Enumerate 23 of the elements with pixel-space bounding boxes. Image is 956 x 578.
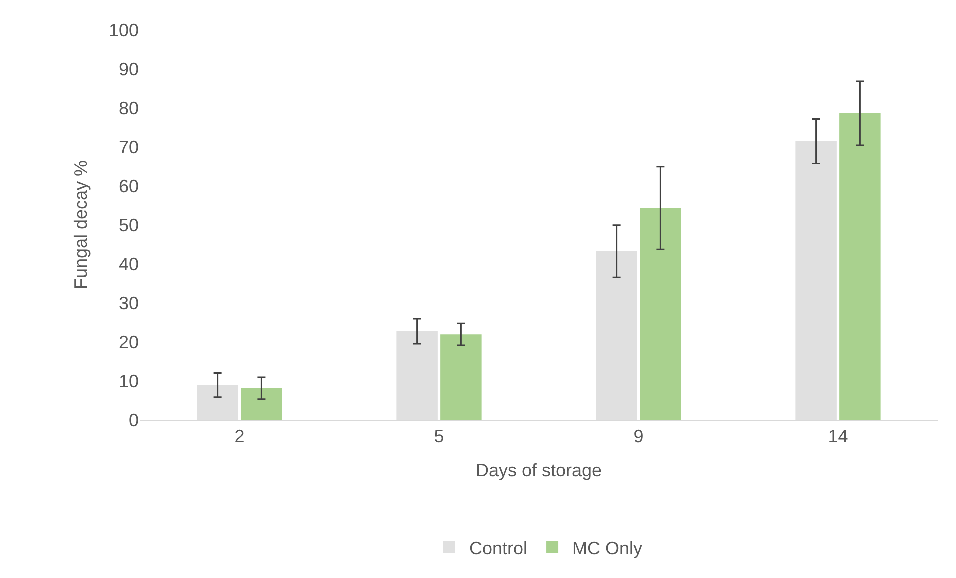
y-tick-label: 10 — [118, 371, 139, 392]
y-tick-label: 70 — [118, 137, 139, 158]
y-tick-label: 30 — [118, 293, 139, 314]
legend-label: MC Only — [572, 538, 643, 558]
y-tick-label: 100 — [108, 20, 139, 40]
y-tick-label: 0 — [128, 410, 139, 430]
y-tick-label: 20 — [118, 332, 139, 352]
y-tick-label: 60 — [118, 176, 139, 196]
y-tick-label: 90 — [118, 59, 139, 80]
x-axis-title: Days of storage — [476, 460, 602, 481]
y-tick-label: 50 — [118, 215, 139, 236]
x-tick-label: 5 — [434, 426, 444, 447]
x-tick-label: 2 — [234, 426, 245, 447]
y-tick-label: 40 — [118, 254, 139, 274]
bar — [241, 388, 282, 420]
x-tick-label: 9 — [634, 426, 644, 447]
y-axis-title: Fungal decay % — [71, 160, 92, 290]
x-tick-label: 14 — [828, 426, 848, 447]
bar — [440, 334, 482, 420]
bar — [840, 113, 881, 420]
legend-label: Control — [470, 538, 528, 558]
y-tick-label: 80 — [118, 98, 139, 118]
bar — [640, 208, 682, 420]
